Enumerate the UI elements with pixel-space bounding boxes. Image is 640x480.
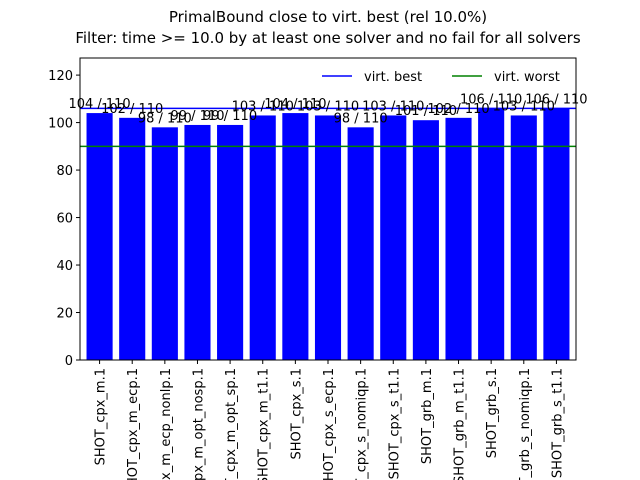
chart-title: PrimalBound close to virt. best (rel 10.… [169, 8, 487, 26]
x-tick-label: SHOT_cpx_m_opt_sp.1 [224, 368, 239, 480]
y-tick-label: 0 [65, 354, 73, 369]
bar [86, 113, 113, 361]
bar [282, 113, 309, 361]
x-tick-label: SHOT_grb_m.1 [420, 368, 435, 464]
value-label: 106 / 110 [525, 92, 587, 107]
bar [249, 115, 276, 360]
value-label: 104 / 110 [264, 97, 326, 112]
bar [510, 115, 537, 360]
bar [478, 108, 505, 360]
value-label: 104 / 110 [68, 97, 130, 112]
value-label: 103 / 110 [232, 99, 294, 114]
bar [151, 127, 178, 360]
x-tick-label: SHOT_cpx_s.1 [289, 368, 304, 459]
y-tick-label: 80 [56, 164, 73, 179]
y-tick-label: 40 [56, 259, 73, 274]
y-tick-label: 100 [48, 117, 73, 132]
value-label: 103 / 110 [493, 99, 555, 114]
legend-label: virt. best [364, 70, 422, 85]
value-label: 101 / 110 [395, 104, 457, 119]
x-tick-label: SHOT_grb_s_t1.1 [550, 368, 565, 478]
x-tick-label: SHOT_cpx_s_nomiqp.1 [355, 368, 370, 480]
x-tick-label: SHOT_cpx_s_ecp.1 [322, 368, 337, 480]
bar [119, 117, 146, 360]
bar [380, 115, 407, 360]
x-tick-label: SHOT_grb_m_t1.1 [453, 368, 468, 480]
value-label: 99 / 110 [170, 109, 224, 124]
x-tick-label: SHOT_cpx_s_t1.1 [387, 368, 402, 479]
x-tick-label: SHOT_cpx_m_opt_nosp.1 [191, 368, 206, 480]
x-tick-label: SHOT_grb_s_nomiqp.1 [518, 368, 533, 480]
x-tick-label: SHOT_cpx_m_ecp.1 [126, 368, 141, 480]
y-tick-label: 20 [56, 307, 73, 322]
bar [217, 124, 244, 361]
bar [184, 124, 211, 361]
value-label: 102 / 110 [101, 102, 163, 117]
bar [314, 115, 342, 360]
value-label: 106 / 110 [460, 92, 522, 107]
value-label: 103 / 110 [297, 99, 359, 114]
bar [445, 117, 472, 360]
x-tick-label: SHOT_cpx_m.1 [94, 368, 109, 465]
value-label: 99 / 110 [203, 109, 257, 124]
value-label: 98 / 110 [138, 111, 192, 126]
bar [347, 127, 374, 360]
x-tick-label: SHOT_cpx_m_t1.1 [257, 368, 272, 480]
value-label: 102 / 110 [427, 102, 489, 117]
x-tick-label: SHOT_grb_s.1 [485, 368, 500, 458]
y-tick-label: 60 [56, 212, 73, 227]
legend-label: virt. worst [494, 70, 560, 85]
value-label: 103 / 110 [362, 99, 424, 114]
x-tick-label: SHOT_cpx_m_ecp_nonlp.1 [159, 368, 174, 480]
chart-subtitle: Filter: time >= 10.0 by at least one sol… [75, 29, 581, 47]
value-label: 98 / 110 [334, 111, 388, 126]
bar [412, 120, 439, 360]
y-tick-label: 120 [48, 69, 73, 84]
bar [543, 108, 570, 360]
